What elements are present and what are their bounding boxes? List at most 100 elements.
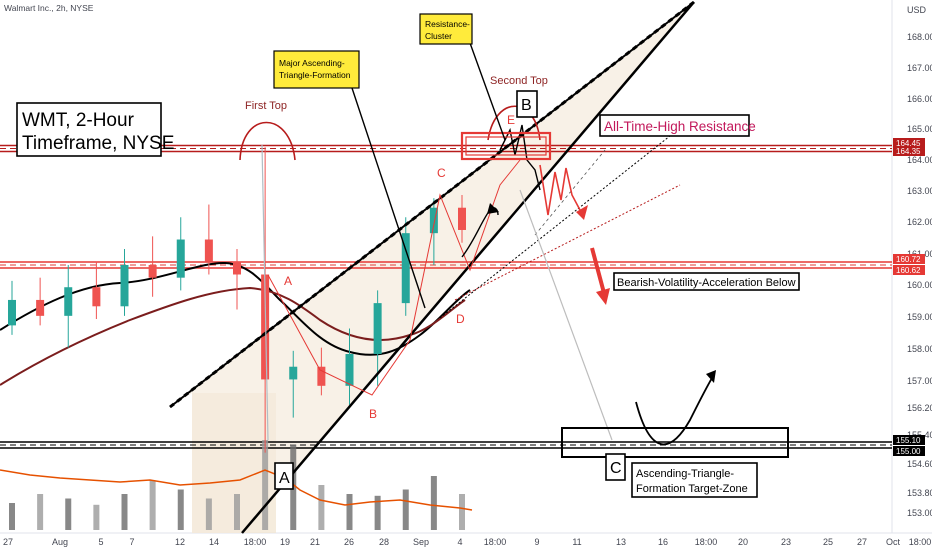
- x-tick-label: 18:00: [484, 537, 507, 547]
- second-top-arc: [487, 105, 541, 141]
- candle-body: [345, 354, 354, 386]
- ath-label-box[interactable]: [599, 114, 750, 137]
- x-tick-label: 18:00: [695, 537, 718, 547]
- callout-line-triangle: [351, 87, 426, 309]
- x-tick-label: 27: [857, 537, 867, 547]
- callout-triangle-line1: Major Ascending-: [279, 58, 345, 68]
- x-tick-label: 13: [616, 537, 626, 547]
- x-tick-label: Aug: [52, 537, 68, 547]
- wave-label-d: D: [456, 312, 465, 326]
- candle: [148, 236, 157, 297]
- x-tick-label: Sep: [413, 537, 429, 547]
- price-tag: 155.00: [893, 446, 925, 456]
- box-a[interactable]: [274, 462, 294, 490]
- volume-bar: [346, 494, 353, 530]
- volume-bar: [37, 494, 44, 530]
- callout-line-resistance: [469, 42, 506, 141]
- arrow-head-d: [487, 203, 499, 214]
- box-c-label: C: [610, 460, 622, 477]
- box-c[interactable]: [605, 453, 626, 481]
- triangle-lower-line: [241, 1, 695, 534]
- candle-body: [401, 233, 410, 304]
- candle: [289, 350, 298, 418]
- resistance-cluster-box[interactable]: [460, 131, 552, 161]
- volume-bar: [177, 489, 184, 530]
- box-a-label: A: [279, 470, 290, 487]
- y-tick-label: 160.00: [907, 280, 932, 290]
- candle-body: [458, 207, 466, 230]
- x-tick-label: 16: [658, 537, 668, 547]
- candle: [92, 261, 101, 320]
- y-tick-label: 167.00: [907, 63, 932, 73]
- x-tick-label: 28: [379, 537, 389, 547]
- volume-bar: [205, 498, 212, 530]
- candle: [373, 290, 382, 386]
- candle-body: [317, 366, 326, 386]
- x-tick-label: 14: [209, 537, 219, 547]
- y-tick-label: 153.00: [907, 508, 932, 518]
- volume-bar: [402, 489, 409, 530]
- wave-label-b: B: [369, 407, 377, 421]
- price-tag-label: 160.72: [896, 255, 921, 264]
- candle: [8, 280, 16, 335]
- price-tag-label: 164.35: [896, 147, 921, 156]
- currency-label: USD: [907, 5, 927, 15]
- y-tick-label: 156.20: [907, 403, 932, 413]
- candle-body: [64, 287, 73, 316]
- y-tick-label: 157.00: [907, 376, 932, 386]
- y-tick-label: 154.60: [907, 459, 932, 469]
- x-tick-label: Oct: [886, 537, 901, 547]
- ma-orange: [0, 469, 473, 511]
- bearish-label: Bearish-Volatility-Acceleration Below: [617, 277, 796, 289]
- candle-body: [92, 287, 101, 307]
- x-tick-label: 12: [175, 537, 185, 547]
- volume-bar: [234, 494, 240, 530]
- bearish-label-box[interactable]: [613, 272, 800, 291]
- candle-body: [36, 299, 45, 316]
- x-tick-label: 20: [738, 537, 748, 547]
- volume-bar: [318, 485, 325, 530]
- candle: [401, 217, 410, 316]
- resistance-cluster-box-inner: [465, 136, 547, 156]
- first-top-arc: [239, 121, 296, 161]
- candle-body: [233, 261, 241, 275]
- candle-body: [204, 239, 213, 262]
- x-tick-label: 19: [280, 537, 290, 547]
- volume-bar: [262, 440, 269, 530]
- price-tag-label: 155.10: [896, 436, 921, 445]
- candle-body: [289, 366, 298, 380]
- candle-body: [176, 239, 185, 278]
- timeframe-line1: WMT, 2-Hour: [22, 110, 135, 131]
- y-tick-label: 158.00: [907, 344, 932, 354]
- box-b-label: B: [521, 97, 532, 114]
- ath-label: All-Time-High Resistance: [604, 119, 756, 134]
- candle-body: [429, 207, 438, 234]
- target-curve: [635, 377, 713, 446]
- volume-bar: [9, 503, 15, 530]
- price-tag: 164.45: [893, 138, 925, 148]
- x-tick-label: 23: [781, 537, 791, 547]
- volume-bar: [459, 494, 465, 530]
- candle: [317, 347, 326, 396]
- target-zone-box[interactable]: [561, 427, 789, 458]
- x-tick-label: 25: [823, 537, 833, 547]
- first-top-label: First Top: [245, 100, 287, 112]
- y-tick-label: 165.00: [907, 124, 932, 134]
- volume-bar: [374, 495, 381, 530]
- candle-body: [148, 264, 157, 278]
- callout-resistance-box[interactable]: [419, 13, 473, 45]
- x-tick-label: 9: [534, 537, 539, 547]
- callout-triangle-box[interactable]: [273, 50, 360, 89]
- x-tick-label: 7: [129, 537, 134, 547]
- second-top-label: Second Top: [490, 75, 548, 87]
- price-tag: 160.62: [893, 265, 925, 275]
- target-label-box[interactable]: [631, 462, 758, 498]
- callout-resistance-line2: Cluster: [425, 31, 452, 41]
- box-b[interactable]: [516, 90, 538, 118]
- callout-resistance-line1: Resistance-: [425, 19, 470, 29]
- y-tick-label: 162.00: [907, 217, 932, 227]
- wave-label-c: C: [437, 166, 446, 180]
- timeframe-box[interactable]: [16, 102, 162, 157]
